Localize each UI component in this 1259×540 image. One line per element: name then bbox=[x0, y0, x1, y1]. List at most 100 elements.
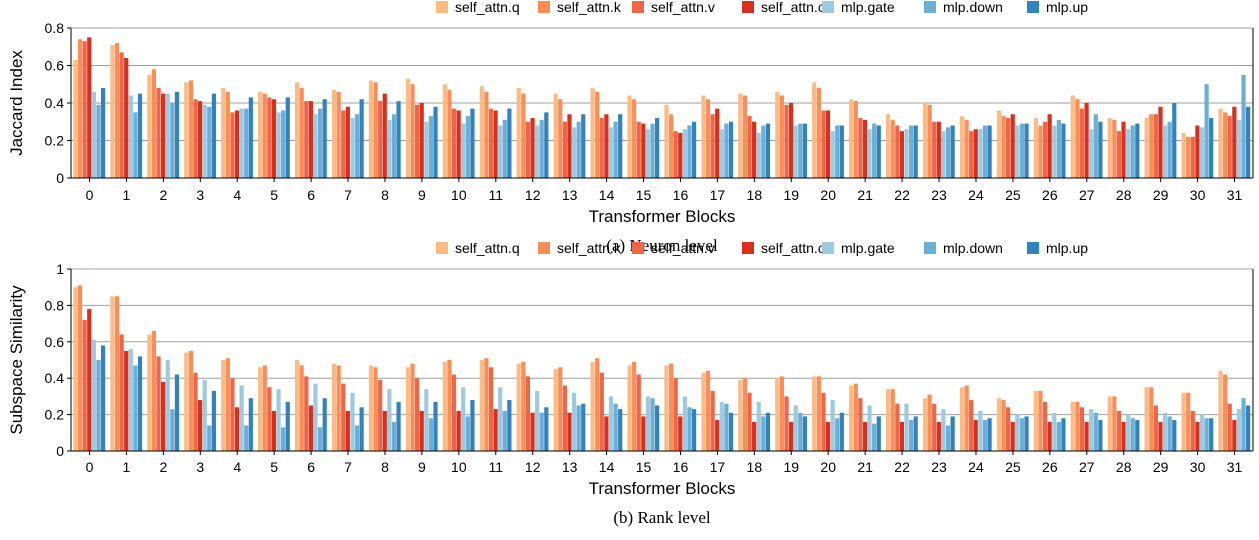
x-axis-label: Transformer Blocks bbox=[589, 207, 736, 226]
bar bbox=[1126, 414, 1131, 451]
bar bbox=[124, 58, 129, 178]
bar bbox=[1052, 125, 1057, 178]
bar bbox=[982, 420, 988, 451]
bar bbox=[207, 425, 212, 451]
bar bbox=[294, 82, 300, 179]
bar bbox=[1121, 121, 1126, 178]
x-tick-label: 24 bbox=[968, 459, 984, 475]
x-tick-label: 15 bbox=[636, 187, 652, 203]
bar bbox=[678, 133, 683, 178]
x-tick-label: 18 bbox=[747, 459, 763, 475]
bar bbox=[950, 416, 955, 451]
bar bbox=[724, 403, 729, 451]
bar bbox=[996, 398, 1002, 451]
bar bbox=[137, 356, 143, 451]
bar bbox=[765, 412, 771, 451]
bar bbox=[682, 396, 687, 451]
x-axis-label: Transformer Blocks bbox=[589, 479, 736, 498]
x-tick-label: 27 bbox=[1079, 459, 1095, 475]
bar bbox=[433, 401, 438, 451]
x-tick-label: 13 bbox=[562, 459, 578, 475]
bar bbox=[747, 392, 752, 451]
bar bbox=[336, 91, 341, 178]
bar bbox=[816, 88, 821, 178]
x-tick-label: 10 bbox=[451, 187, 467, 203]
bar bbox=[1001, 116, 1006, 179]
x-tick-label: 8 bbox=[381, 459, 389, 475]
bar bbox=[765, 123, 771, 179]
bar bbox=[1181, 392, 1186, 451]
bar bbox=[1061, 418, 1066, 451]
x-tick-label: 20 bbox=[820, 459, 836, 475]
bar bbox=[691, 409, 697, 451]
bar bbox=[221, 360, 226, 451]
y-tick-label: 0 bbox=[56, 170, 64, 186]
x-tick-label: 5 bbox=[270, 459, 278, 475]
bar bbox=[539, 412, 544, 451]
bar bbox=[276, 112, 281, 178]
bar bbox=[1075, 99, 1080, 178]
bar bbox=[299, 88, 304, 178]
bar bbox=[812, 82, 817, 179]
legend-label: self_attn.o bbox=[761, 0, 826, 15]
bar bbox=[1121, 421, 1126, 451]
bar bbox=[775, 378, 780, 451]
bar bbox=[562, 121, 567, 178]
bar bbox=[1015, 414, 1020, 451]
x-tick-label: 17 bbox=[710, 187, 726, 203]
y-tick-label: 0.6 bbox=[45, 58, 65, 74]
bar bbox=[932, 403, 937, 451]
bar bbox=[1093, 412, 1098, 451]
bar bbox=[830, 131, 835, 179]
bar bbox=[341, 110, 346, 178]
legend-label: self_attn.o bbox=[761, 240, 826, 256]
legend-label: mlp.gate bbox=[841, 240, 895, 256]
bar bbox=[165, 93, 170, 179]
legend-label: self_attn.q bbox=[455, 0, 520, 15]
bar bbox=[313, 114, 318, 178]
bar bbox=[331, 363, 337, 451]
bar bbox=[1232, 106, 1237, 178]
bar bbox=[1001, 400, 1006, 451]
bar bbox=[197, 400, 203, 451]
bar bbox=[1070, 95, 1075, 178]
bar bbox=[715, 420, 720, 451]
bar bbox=[410, 363, 415, 451]
bar bbox=[267, 387, 272, 451]
bar bbox=[405, 78, 411, 179]
bar bbox=[451, 374, 457, 451]
bar bbox=[1246, 106, 1251, 178]
bar bbox=[165, 360, 170, 451]
x-tick-label: 3 bbox=[196, 459, 204, 475]
bar bbox=[262, 365, 267, 451]
y-tick-label: 0.4 bbox=[45, 370, 65, 386]
bar bbox=[1112, 396, 1117, 451]
x-tick-label: 14 bbox=[599, 459, 615, 475]
bar bbox=[1204, 84, 1209, 178]
bar bbox=[1186, 136, 1191, 178]
bar bbox=[899, 131, 904, 179]
legend-swatch bbox=[1027, 242, 1039, 254]
bar bbox=[835, 418, 840, 451]
bar bbox=[156, 356, 161, 451]
bar bbox=[950, 125, 955, 178]
bar bbox=[267, 97, 272, 179]
y-axis-label: Jaccard Index bbox=[7, 50, 26, 156]
y-tick-label: 0.8 bbox=[45, 20, 65, 36]
bar bbox=[451, 108, 457, 179]
bar bbox=[668, 114, 674, 178]
bar bbox=[821, 110, 826, 178]
legend-label: self_attn.v bbox=[651, 0, 715, 15]
bar bbox=[147, 74, 152, 179]
bar bbox=[322, 398, 327, 451]
bar bbox=[387, 389, 392, 451]
bar bbox=[913, 125, 918, 178]
bar bbox=[1181, 133, 1186, 178]
bar bbox=[872, 123, 877, 179]
bar bbox=[1079, 108, 1085, 179]
x-tick-label: 22 bbox=[894, 187, 910, 203]
legend-swatch bbox=[822, 242, 834, 254]
bar bbox=[1089, 409, 1094, 451]
bar bbox=[964, 119, 969, 179]
x-tick-label: 9 bbox=[418, 459, 426, 475]
